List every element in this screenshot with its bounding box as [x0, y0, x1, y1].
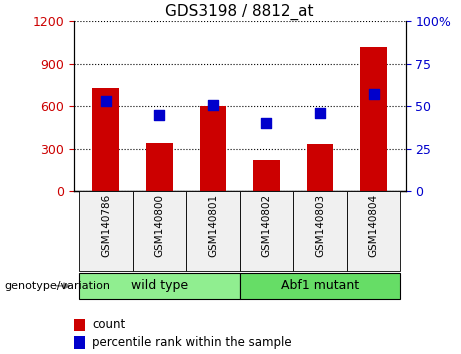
- Bar: [93, 88, 119, 191]
- Bar: [74, 336, 85, 349]
- Text: wild type: wild type: [131, 279, 188, 292]
- Bar: [186, 191, 240, 271]
- Point: [263, 120, 270, 126]
- Text: GSM140803: GSM140803: [315, 194, 325, 257]
- Point: [156, 112, 163, 118]
- Text: Abf1 mutant: Abf1 mutant: [281, 279, 359, 292]
- Bar: [200, 106, 226, 191]
- Point: [102, 98, 110, 104]
- Bar: [307, 144, 333, 191]
- Bar: [74, 319, 85, 331]
- Bar: [253, 160, 280, 191]
- Point: [209, 102, 217, 107]
- Title: GDS3198 / 8812_at: GDS3198 / 8812_at: [165, 4, 314, 20]
- Point: [316, 110, 324, 116]
- Text: percentile rank within the sample: percentile rank within the sample: [92, 336, 292, 349]
- Bar: [347, 191, 400, 271]
- Text: genotype/variation: genotype/variation: [5, 281, 111, 291]
- Point: [370, 91, 377, 97]
- Bar: [240, 191, 293, 271]
- Text: GSM140804: GSM140804: [368, 194, 378, 257]
- Text: GSM140786: GSM140786: [101, 194, 111, 257]
- Bar: [360, 47, 387, 191]
- Bar: [293, 191, 347, 271]
- Text: GSM140802: GSM140802: [261, 194, 272, 257]
- Bar: [146, 143, 173, 191]
- Text: GSM140801: GSM140801: [208, 194, 218, 257]
- Bar: [79, 273, 240, 299]
- Text: GSM140800: GSM140800: [154, 194, 165, 257]
- Bar: [133, 191, 186, 271]
- Bar: [79, 191, 133, 271]
- Bar: [240, 273, 400, 299]
- Text: count: count: [92, 319, 125, 331]
